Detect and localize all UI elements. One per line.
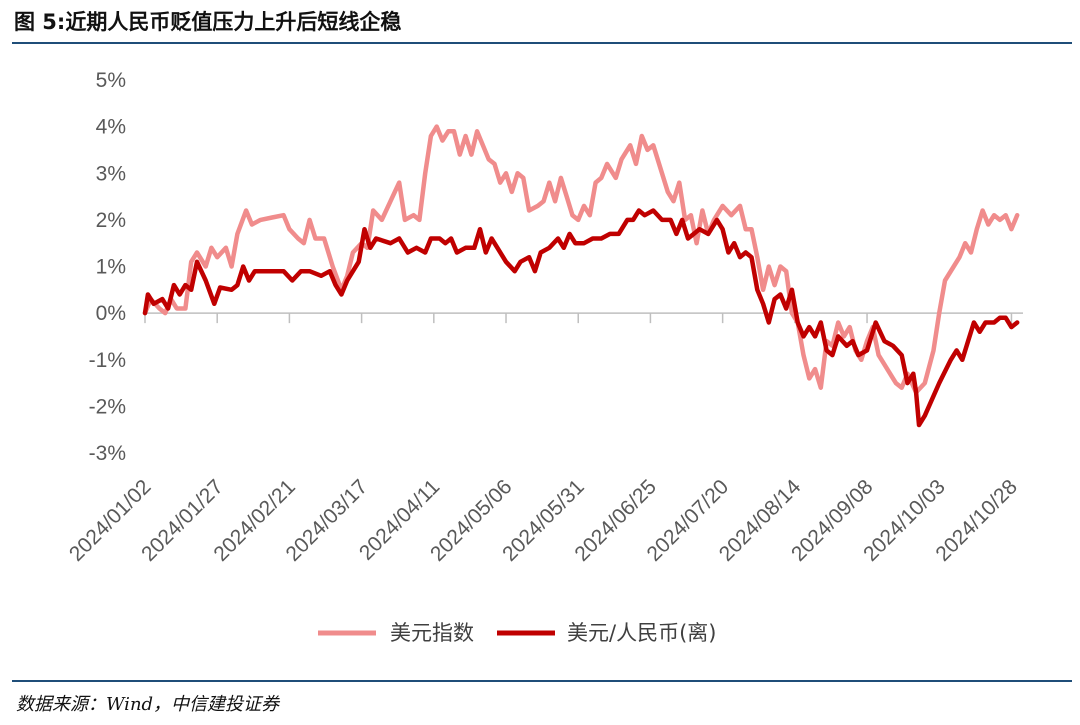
bottom-divider bbox=[12, 680, 1072, 682]
y-tick-label: -3% bbox=[89, 442, 126, 465]
y-axis-labels: 5% 4% 3% 2% 1% 0% -1% -2% -3% bbox=[89, 69, 126, 465]
y-tick-label: 3% bbox=[96, 162, 126, 185]
series-line-1 bbox=[142, 124, 1020, 395]
legend-label-2: 美元/人民币(离) bbox=[567, 621, 716, 645]
y-tick-label: 0% bbox=[96, 302, 126, 325]
y-tick-label: -1% bbox=[89, 349, 126, 372]
y-tick-label: -2% bbox=[89, 395, 126, 418]
source-note: 数据来源：Wind，中信建投证券 bbox=[16, 694, 280, 715]
series-line-2 bbox=[142, 208, 1020, 428]
legend-label-1: 美元指数 bbox=[390, 621, 474, 645]
y-tick-label: 5% bbox=[96, 69, 126, 92]
y-tick-label: 1% bbox=[96, 256, 126, 279]
y-tick-label: 4% bbox=[96, 116, 126, 139]
top-divider bbox=[12, 42, 1072, 44]
chart-title: 图 5:近期人民币贬值压力上升后短线企稳 bbox=[14, 10, 402, 34]
line-chart: 5%4%3%2%1%0%-1%-2%-3% 2024/01/022024/01/… bbox=[65, 69, 1023, 645]
y-tick-label: 2% bbox=[96, 209, 126, 232]
legend: 美元指数 美元/人民币(离) bbox=[318, 621, 716, 645]
series-lines bbox=[142, 124, 1020, 428]
